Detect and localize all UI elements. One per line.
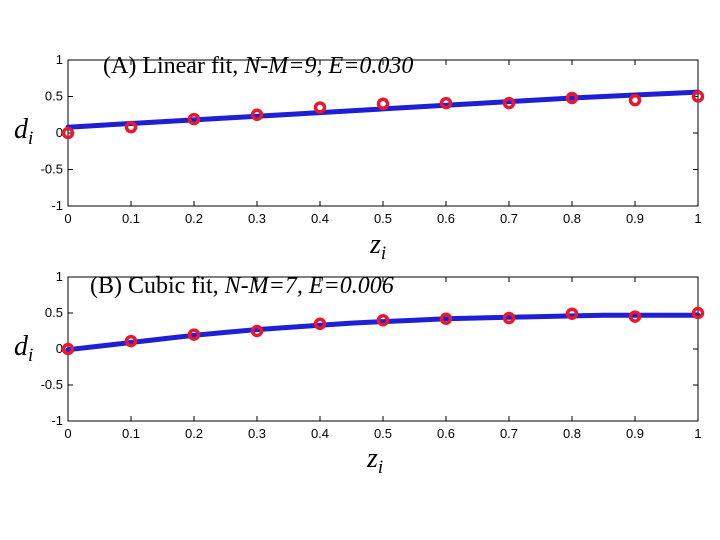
- x-tick-label: 0.4: [311, 426, 329, 441]
- y-tick-label: -0.5: [41, 377, 63, 392]
- data-point: [376, 97, 390, 111]
- x-tick-label: 0.6: [437, 426, 455, 441]
- y-axis-label: di: [14, 114, 33, 149]
- x-tick-label: 0.3: [248, 211, 266, 226]
- y-tick-label: 0: [56, 341, 63, 356]
- y-axis-ticks: 1 0.5 0 -0.5 -1: [41, 269, 698, 428]
- data-point: [565, 307, 579, 320]
- y-tick-label: -0.5: [41, 162, 63, 177]
- plot-frame: [67, 59, 699, 207]
- data-point: [250, 108, 264, 121]
- x-tick-label: 0.3: [248, 426, 266, 441]
- data-point: [565, 91, 579, 105]
- data-points-layer: [61, 90, 705, 140]
- chart-title: (A) Linear fit, N-M=9, E=0.030: [103, 53, 413, 79]
- data-point: [313, 317, 327, 331]
- x-tick-label: 0: [64, 211, 71, 226]
- y-tick-label: 0.5: [45, 305, 63, 320]
- x-tick-label: 0.8: [563, 426, 581, 441]
- x-tick-label: 0.5: [374, 211, 392, 226]
- x-tick-label: 1: [694, 211, 701, 226]
- x-tick-label: 1: [694, 426, 701, 441]
- y-tick-label: -1: [51, 198, 63, 213]
- data-points-layer: [61, 306, 705, 356]
- x-tick-label: 0.9: [626, 211, 644, 226]
- data-point: [124, 120, 138, 134]
- x-axis-ticks: 0 0.1 0.2 0.3 0.4 0.5 0.6 0.7 0.8 0.9 1: [64, 277, 702, 441]
- data-point: [502, 96, 516, 110]
- plot-frame: [67, 276, 699, 422]
- y-axis-label: di: [14, 331, 33, 366]
- data-point: [691, 90, 705, 103]
- data-point: [313, 101, 327, 114]
- x-axis-label: zi: [366, 443, 383, 478]
- x-tick-label: 0.2: [185, 426, 203, 441]
- x-tick-label: 0.7: [500, 426, 518, 441]
- data-point: [250, 324, 264, 338]
- data-point: [376, 313, 390, 327]
- x-axis-label: zi: [369, 229, 386, 264]
- y-tick-label: -1: [51, 413, 63, 428]
- x-tick-label: 0.1: [122, 426, 140, 441]
- x-tick-label: 0.1: [122, 211, 140, 226]
- y-tick-label: 1: [56, 52, 63, 67]
- y-tick-label: 1: [56, 269, 63, 284]
- x-tick-label: 0: [64, 426, 71, 441]
- x-tick-label: 0.2: [185, 211, 203, 226]
- y-axis-ticks: 1 0.5 0 -0.5 -1: [41, 52, 698, 213]
- x-tick-label: 0.5: [374, 426, 392, 441]
- y-tick-label: 0.5: [45, 89, 63, 104]
- data-point: [439, 96, 453, 110]
- data-point: [439, 312, 453, 326]
- x-axis-ticks: 0 0.1 0.2 0.3 0.4 0.5 0.6 0.7 0.8 0.9 1: [64, 60, 702, 226]
- chart-title: (B) Cubic fit, N-M=7, E=0.006: [90, 273, 394, 299]
- x-tick-label: 0.4: [311, 211, 329, 226]
- panel-a: 1 0.5 0 -0.5 -1 0 0.1 0.2 0.3 0.4 0.5 0.6 0.7 0.8 0.9…: [14, 52, 705, 264]
- panel-b: 1 0.5 0 -0.5 -1 0 0.1 0.2 0.3 0.4 0.5 0.6 0.7 0.8 0.9…: [14, 269, 705, 478]
- x-tick-label: 0.7: [500, 211, 518, 226]
- x-tick-label: 0.8: [563, 211, 581, 226]
- x-tick-label: 0.9: [626, 426, 644, 441]
- fit-line-layer: [65, 312, 701, 353]
- data-point: [502, 311, 516, 325]
- data-point: [61, 126, 75, 140]
- data-point: [187, 328, 201, 341]
- data-point: [61, 342, 75, 356]
- data-point: [691, 306, 705, 320]
- data-point: [187, 112, 201, 126]
- fit-line: [65, 312, 701, 353]
- data-point: [628, 310, 642, 323]
- y-tick-label: 0: [56, 125, 63, 140]
- x-tick-label: 0.6: [437, 211, 455, 226]
- data-point: [124, 334, 138, 348]
- data-point: [628, 93, 642, 107]
